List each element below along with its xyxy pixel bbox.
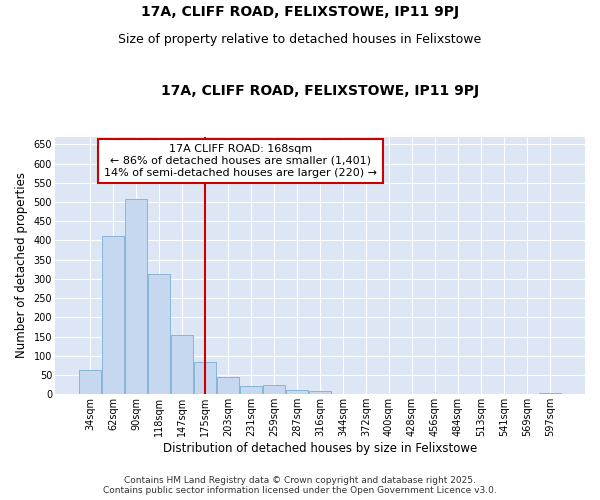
- Text: 17A CLIFF ROAD: 168sqm
← 86% of detached houses are smaller (1,401)
14% of semi-: 17A CLIFF ROAD: 168sqm ← 86% of detached…: [104, 144, 377, 178]
- Text: 17A, CLIFF ROAD, FELIXSTOWE, IP11 9PJ: 17A, CLIFF ROAD, FELIXSTOWE, IP11 9PJ: [141, 5, 459, 19]
- Bar: [309, 391, 331, 394]
- Bar: [217, 376, 239, 394]
- X-axis label: Distribution of detached houses by size in Felixstowe: Distribution of detached houses by size …: [163, 442, 477, 455]
- Bar: [539, 393, 561, 394]
- Bar: [102, 236, 124, 394]
- Bar: [171, 334, 193, 394]
- Y-axis label: Number of detached properties: Number of detached properties: [15, 172, 28, 358]
- Bar: [194, 362, 216, 394]
- Bar: [263, 385, 285, 394]
- Bar: [79, 370, 101, 394]
- Bar: [240, 386, 262, 394]
- Title: 17A, CLIFF ROAD, FELIXSTOWE, IP11 9PJ: 17A, CLIFF ROAD, FELIXSTOWE, IP11 9PJ: [161, 84, 479, 98]
- Text: Size of property relative to detached houses in Felixstowe: Size of property relative to detached ho…: [118, 32, 482, 46]
- Bar: [148, 274, 170, 394]
- Bar: [286, 390, 308, 394]
- Bar: [125, 200, 147, 394]
- Text: Contains HM Land Registry data © Crown copyright and database right 2025.
Contai: Contains HM Land Registry data © Crown c…: [103, 476, 497, 495]
